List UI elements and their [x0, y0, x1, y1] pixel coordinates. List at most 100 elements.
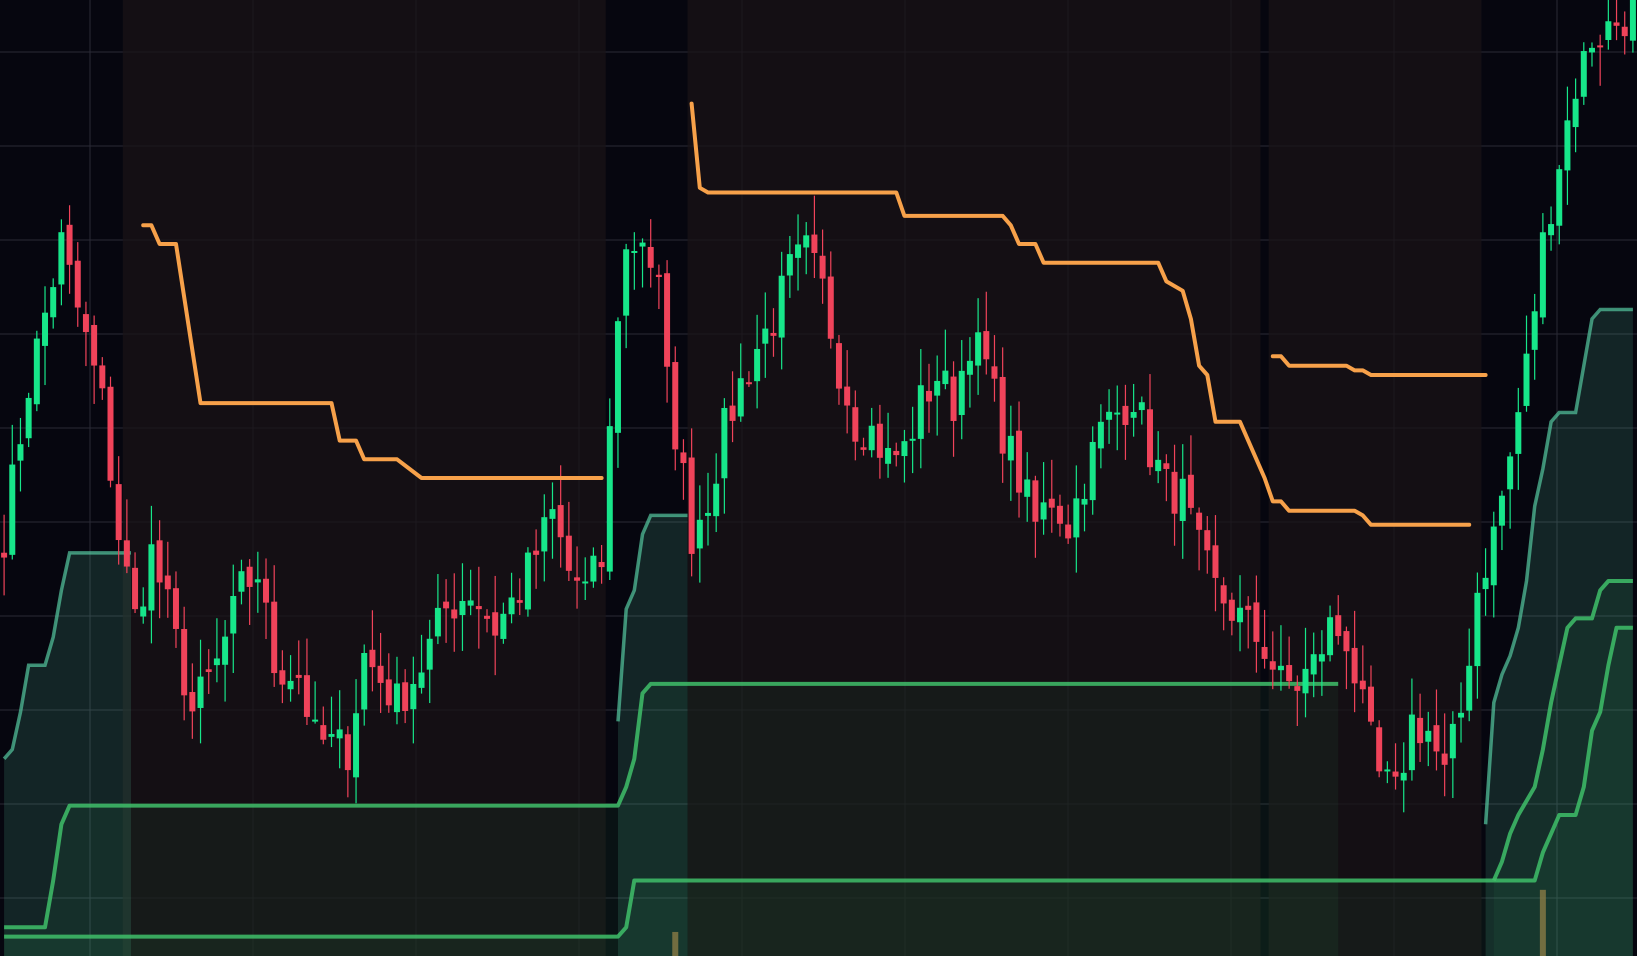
candle — [189, 663, 196, 739]
candle-body — [1507, 456, 1514, 490]
candle — [1400, 742, 1407, 813]
candle-body — [1458, 712, 1465, 718]
candle-body — [1433, 725, 1440, 752]
candle-body — [631, 250, 638, 253]
candle — [1146, 374, 1153, 476]
candle-body — [451, 609, 458, 619]
candle — [598, 545, 605, 584]
resistance-line — [141, 223, 604, 480]
support-line-fill — [1493, 581, 1633, 956]
candle — [205, 649, 212, 694]
candle — [1155, 431, 1162, 484]
candle-body — [598, 562, 605, 568]
candle-body — [991, 366, 998, 379]
candle-body — [336, 729, 343, 739]
candle — [688, 428, 695, 577]
candle-body — [983, 331, 990, 360]
candle — [172, 571, 179, 648]
candle — [238, 559, 245, 605]
candle — [9, 424, 16, 560]
candle-body — [344, 734, 351, 771]
candle — [164, 541, 171, 618]
support-line-fill — [4, 683, 1339, 956]
candle — [533, 529, 540, 589]
candle — [82, 301, 89, 367]
candle-body — [459, 600, 466, 616]
candle — [1294, 675, 1301, 726]
candle-body — [917, 385, 924, 439]
candle — [197, 639, 204, 744]
candle — [91, 315, 98, 404]
candle — [631, 232, 638, 290]
candle-body — [1040, 502, 1047, 520]
candle-body — [1376, 727, 1383, 772]
candle-body — [492, 612, 499, 636]
candle — [1482, 548, 1489, 616]
candle — [819, 229, 826, 304]
candle — [1441, 713, 1448, 797]
candle — [1310, 632, 1317, 698]
candle-body — [975, 332, 982, 366]
candle — [565, 501, 572, 581]
candle-body — [623, 249, 630, 316]
candle-body — [426, 638, 433, 670]
candle-body — [533, 550, 540, 555]
candle-body — [1187, 474, 1194, 508]
candle-body — [639, 242, 646, 247]
candle — [557, 465, 564, 568]
candle — [1556, 164, 1563, 245]
candle — [303, 638, 310, 726]
candle — [467, 569, 474, 616]
candle — [140, 587, 147, 624]
candle — [66, 205, 73, 294]
candle — [1056, 494, 1063, 537]
support-band-fill — [1485, 309, 1633, 956]
candle-body — [1048, 498, 1055, 508]
candle-body — [369, 649, 376, 668]
candle — [1605, 0, 1612, 50]
candle — [664, 260, 671, 403]
candle-body — [524, 552, 531, 610]
candle-body — [508, 597, 515, 615]
candle — [279, 650, 286, 704]
candle — [574, 546, 581, 609]
candle — [1220, 577, 1227, 631]
candle — [1564, 86, 1571, 205]
candle-body — [1114, 412, 1121, 415]
candle-body — [1277, 665, 1284, 671]
candle — [1392, 743, 1399, 790]
candle — [958, 340, 965, 440]
candle — [1580, 42, 1587, 105]
candle-body — [1196, 512, 1203, 530]
candle-body — [1302, 668, 1309, 694]
candle — [778, 251, 785, 370]
candle-body — [123, 540, 130, 567]
candle — [1286, 636, 1293, 689]
candle-body — [1359, 680, 1366, 690]
candle-body — [1556, 169, 1563, 226]
candle — [312, 681, 319, 724]
candle — [222, 620, 229, 702]
candle — [647, 219, 654, 288]
candle — [1122, 384, 1129, 460]
candle — [950, 361, 957, 457]
candle — [1089, 426, 1096, 515]
volume-tick — [672, 931, 679, 956]
candle-body — [1171, 471, 1178, 514]
candle — [1179, 444, 1186, 559]
candle — [835, 334, 842, 405]
candle-body — [934, 380, 941, 396]
candle-body — [868, 425, 875, 451]
candle — [1032, 475, 1039, 558]
candle — [42, 286, 49, 386]
candle-body — [1588, 47, 1595, 53]
candle-body — [999, 376, 1006, 454]
candle-body — [222, 636, 229, 665]
candle-body — [688, 457, 695, 554]
candle — [263, 558, 270, 640]
candle-body — [1024, 479, 1031, 497]
candle-body — [713, 483, 720, 517]
candle-body — [1253, 602, 1260, 642]
candle — [1327, 605, 1334, 662]
